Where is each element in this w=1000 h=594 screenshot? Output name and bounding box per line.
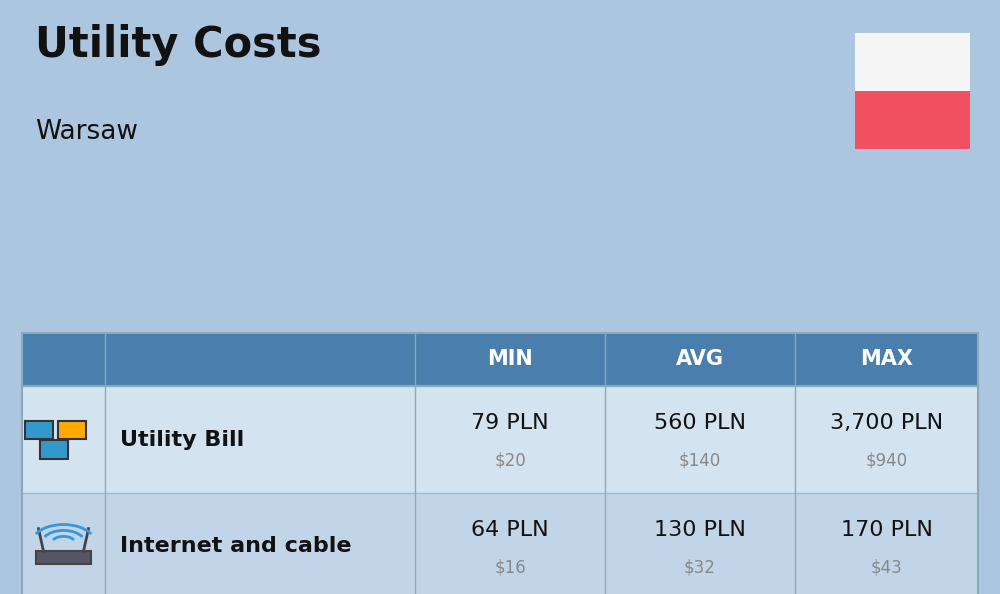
Text: Utility Costs: Utility Costs (35, 24, 322, 66)
Text: $140: $140 (679, 451, 721, 469)
Bar (855, 90, 970, 148)
Text: 170 PLN: 170 PLN (841, 520, 932, 540)
Text: 64 PLN: 64 PLN (471, 520, 549, 540)
Bar (40, 440, 68, 459)
Text: 560 PLN: 560 PLN (654, 413, 746, 433)
Text: Utility Bill: Utility Bill (120, 429, 244, 450)
Text: 130 PLN: 130 PLN (654, 520, 746, 540)
Bar (22, 333, 978, 386)
Bar (22, 386, 978, 493)
Bar (855, 33, 970, 90)
Text: Warsaw: Warsaw (35, 119, 138, 145)
Bar (22, 493, 978, 594)
Text: AVG: AVG (676, 349, 724, 369)
Bar (22, 333, 978, 594)
Text: 3,700 PLN: 3,700 PLN (830, 413, 943, 433)
Text: MIN: MIN (487, 349, 533, 369)
Bar (24, 421, 52, 439)
Text: $43: $43 (871, 558, 902, 576)
Text: $940: $940 (865, 451, 908, 469)
Text: $20: $20 (494, 451, 526, 469)
Text: MAX: MAX (860, 349, 913, 369)
Bar (36, 551, 91, 564)
Bar (31, 527, 96, 565)
Text: $32: $32 (684, 558, 716, 576)
Text: $16: $16 (494, 558, 526, 576)
Text: 79 PLN: 79 PLN (471, 413, 549, 433)
Text: Internet and cable: Internet and cable (120, 536, 352, 557)
Bar (58, 421, 86, 439)
Bar (31, 421, 96, 459)
